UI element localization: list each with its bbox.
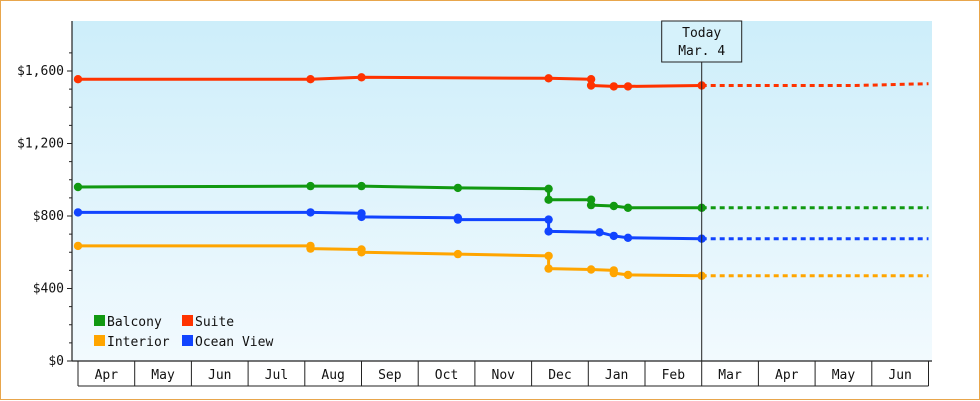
data-point-suite xyxy=(609,82,618,91)
series-ocean-view xyxy=(73,208,929,243)
data-point-balcony xyxy=(586,200,596,210)
data-point-suite xyxy=(306,75,315,84)
x-month-label: May xyxy=(832,368,856,383)
plot-area xyxy=(72,21,932,361)
x-month-label: May xyxy=(151,368,175,383)
legend-label-balcony: Balcony xyxy=(107,315,162,330)
y-tick-label: $400 xyxy=(33,282,64,297)
data-point-balcony xyxy=(623,203,633,212)
x-month-label: Jul xyxy=(265,368,288,383)
data-point-ocean-view xyxy=(306,208,315,217)
data-point-interior xyxy=(453,249,463,259)
data-point-interior xyxy=(623,270,633,280)
data-point-balcony xyxy=(544,195,553,204)
x-month-label: Sep xyxy=(378,368,402,383)
legend-swatch-suite xyxy=(182,315,193,326)
data-point-interior xyxy=(73,241,83,251)
data-point-interior xyxy=(357,248,366,257)
legend-swatch-balcony xyxy=(94,315,105,326)
data-point-interior xyxy=(544,264,553,273)
data-point-ocean-view xyxy=(357,212,366,222)
y-tick-label: $1,200 xyxy=(17,137,64,152)
data-point-ocean-view xyxy=(595,228,604,237)
data-point-suite xyxy=(357,73,366,82)
data-point-suite xyxy=(544,74,553,83)
x-month-label: Jun xyxy=(208,368,231,383)
data-point-suite xyxy=(73,75,83,84)
data-point-balcony xyxy=(609,201,618,211)
x-month-label: Apr xyxy=(775,368,799,383)
data-point-ocean-view xyxy=(73,208,83,217)
data-point-ocean-view xyxy=(544,227,553,236)
y-tick-label: $800 xyxy=(33,209,64,224)
data-point-interior xyxy=(586,265,596,274)
today-date: Mar. 4 xyxy=(678,44,725,59)
y-tick-label: $1,600 xyxy=(17,64,64,79)
data-point-interior xyxy=(609,268,618,278)
series-balcony xyxy=(73,181,929,212)
data-point-balcony xyxy=(453,183,463,193)
series-interior xyxy=(73,241,929,280)
axes: $0 $400 $800 $1,200 $1,600 Apr May Jun Jul Aug Sep… xyxy=(17,21,932,387)
legend-label-suite: Suite xyxy=(195,315,234,330)
series-projection-suite xyxy=(701,82,929,87)
series-lines xyxy=(73,73,929,280)
x-month-label: Jan xyxy=(605,368,628,383)
data-point-interior xyxy=(544,251,553,261)
x-month-label: Jun xyxy=(888,368,911,383)
x-month-label: Nov xyxy=(492,368,516,383)
series-suite xyxy=(73,73,929,91)
data-point-ocean-view xyxy=(453,215,463,224)
data-point-balcony xyxy=(306,181,315,191)
data-point-ocean-view xyxy=(544,215,553,224)
data-point-suite xyxy=(586,81,596,90)
x-month-label: Dec xyxy=(548,368,571,383)
x-month-label: Feb xyxy=(662,368,686,383)
today-label-box xyxy=(661,20,743,63)
data-point-balcony xyxy=(73,182,83,192)
data-point-ocean-view xyxy=(609,231,618,241)
legend: Balcony Suite Interior Ocean View xyxy=(94,315,273,350)
data-point-balcony xyxy=(357,181,366,191)
legend-swatch-interior xyxy=(94,335,105,346)
x-month-label: Mar xyxy=(718,368,742,383)
x-month-label: Apr xyxy=(95,368,119,383)
data-point-suite xyxy=(586,75,596,84)
y-tick-label: $0 xyxy=(48,354,64,369)
x-month-label: Oct xyxy=(435,368,458,383)
today-label: Today xyxy=(682,26,721,41)
x-month-label: Aug xyxy=(321,368,344,383)
data-point-ocean-view xyxy=(623,233,633,242)
today-marker: Today Mar. 4 xyxy=(661,20,743,361)
legend-label-ocean-view: Ocean View xyxy=(195,335,273,350)
data-point-suite xyxy=(623,82,633,91)
legend-label-interior: Interior xyxy=(107,335,170,350)
data-point-interior xyxy=(306,244,315,253)
legend-swatch-ocean-view xyxy=(182,335,193,346)
data-point-balcony xyxy=(544,184,553,193)
